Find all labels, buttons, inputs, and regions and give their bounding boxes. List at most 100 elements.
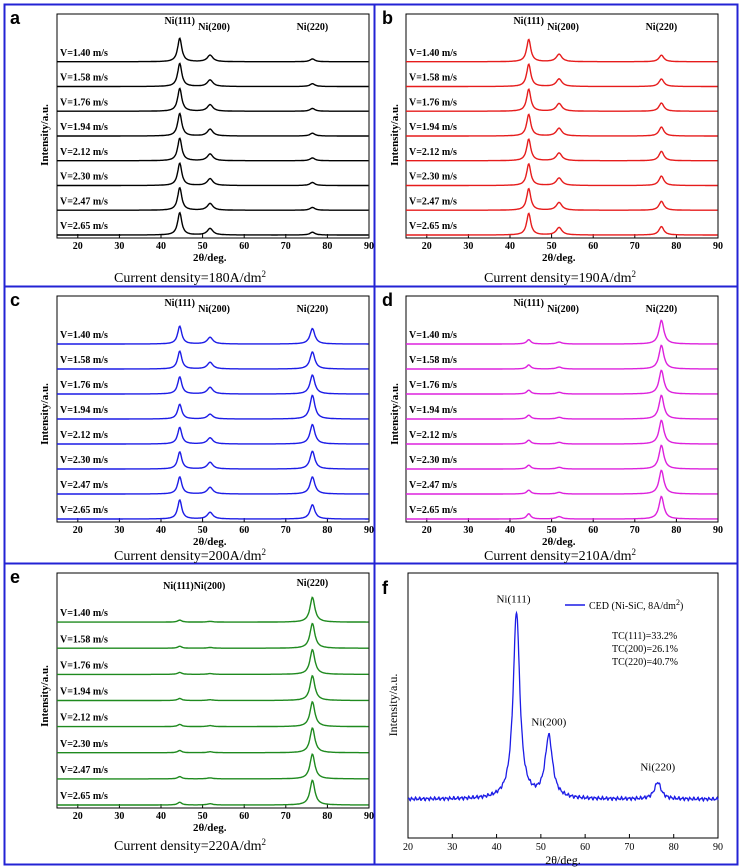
caption-superscript: 2: [262, 547, 267, 557]
x-tick-label: 40: [505, 525, 515, 536]
speed-label: V=1.58 m/s: [409, 73, 457, 84]
panel-caption: Current density=220A/dm2: [114, 837, 266, 854]
x-tick-label: 50: [198, 525, 208, 536]
panel-f: f 20 30 40 50 60 70 80 90 2θ/deg. Intensity/a.u. Ni…: [382, 572, 723, 867]
x-axis-label: 2θ/deg.: [193, 536, 227, 548]
y-axis-label: Intensity/a.u.: [39, 665, 51, 727]
speed-label: V=1.94 m/s: [409, 405, 457, 416]
caption-superscript: 2: [262, 837, 267, 847]
x-tick-label: 90: [364, 241, 374, 252]
peak-label: Ni(111): [496, 593, 530, 605]
trace-1.76: [406, 369, 718, 395]
peak-label-200: Ni(200): [198, 304, 230, 315]
plot-frame: [407, 572, 719, 839]
speed-label: V=2.65 m/s: [60, 221, 108, 232]
peak-label-111: Ni(111): [513, 16, 544, 27]
plot-frame: [56, 13, 370, 239]
peak-label-111-200: Ni(111)Ni(200): [163, 581, 225, 592]
speed-label: V=2.12 m/s: [60, 430, 108, 441]
peak-label-220: Ni(220): [297, 304, 329, 315]
speed-label: V=2.30 m/s: [60, 739, 108, 750]
x-tick-label: 30: [114, 811, 124, 822]
x-tick-label: 70: [630, 241, 640, 252]
panel-c: c 20 30 40 50 60 70 80 90 2θ/deg. Intensity/a.u. Cu…: [10, 290, 374, 564]
legend-close: ): [680, 601, 683, 612]
y-axis-label: Intensity/a.u.: [389, 383, 401, 445]
trace-2.12: [406, 138, 718, 162]
trace-2.65: [57, 779, 369, 806]
panel-d: d 20 30 40 50 60 70 80 90 2θ/deg. Intensity/a.u. Cu…: [382, 290, 723, 564]
x-axis-label: 2θ/deg.: [193, 252, 227, 264]
x-tick-label: 30: [114, 525, 124, 536]
trace-2.12: [406, 419, 718, 445]
x-tick-label: 70: [281, 241, 291, 252]
trace-2.30: [57, 450, 369, 470]
x-tick-label: 40: [156, 241, 166, 252]
speed-label: V=1.58 m/s: [60, 355, 108, 366]
x-tick-label: 40: [156, 811, 166, 822]
trace-2.30: [406, 162, 718, 187]
x-tick-label: 30: [463, 525, 473, 536]
x-axis-label: 2θ/deg.: [542, 252, 576, 264]
peak-label-220: Ni(220): [646, 22, 678, 33]
x-tick-label: 70: [630, 525, 640, 536]
peak-label-220: Ni(220): [297, 578, 329, 589]
speed-label: V=1.76 m/s: [409, 97, 457, 108]
speed-label: V=1.94 m/s: [60, 405, 108, 416]
trace-1.58: [406, 344, 718, 370]
caption-superscript: 2: [262, 269, 267, 279]
trace-2.12: [57, 700, 369, 728]
x-tick-label: 90: [713, 842, 723, 853]
x-tick-label: 50: [536, 842, 546, 853]
speed-label: V=1.58 m/s: [409, 355, 457, 366]
x-tick-label: 20: [73, 525, 83, 536]
speed-label: V=2.30 m/s: [60, 172, 108, 183]
speed-label: V=2.65 m/s: [409, 221, 457, 232]
x-tick-label: 90: [713, 525, 723, 536]
peak-label-200: Ni(200): [198, 22, 230, 33]
x-tick-label: 30: [447, 842, 457, 853]
y-axis-label: Intensity/a.u.: [39, 383, 51, 445]
x-tick-label: 80: [322, 525, 332, 536]
speed-label: V=2.47 m/s: [60, 765, 108, 776]
caption-superscript: 2: [632, 269, 637, 279]
x-tick-label: 70: [624, 842, 634, 853]
x-tick-label: 90: [364, 811, 374, 822]
x-tick-label: 60: [239, 241, 249, 252]
speed-label: V=2.65 m/s: [60, 505, 108, 516]
trace-1.58: [406, 63, 718, 88]
speed-label: V=2.12 m/s: [409, 430, 457, 441]
x-axis-label: 2θ/deg.: [542, 536, 576, 548]
trace-2.65: [57, 498, 369, 520]
speed-label: V=1.40 m/s: [60, 330, 108, 341]
speed-label: V=1.40 m/s: [409, 48, 457, 59]
plot-frame: [56, 572, 370, 809]
panel-letter: f: [382, 578, 389, 598]
trace-1.58: [57, 622, 369, 649]
trace-1.94: [57, 674, 369, 702]
trace-2.30: [406, 444, 718, 470]
panel-letter: e: [10, 567, 20, 587]
trace-2.12: [57, 137, 369, 162]
trace-1.40: [57, 596, 369, 623]
panel-b: b 20 30 40 50 60 70 80 90 2θ/deg. Intensity/a.u. Cu…: [382, 8, 723, 286]
x-tick-label: 30: [463, 241, 473, 252]
speed-label: V=1.76 m/s: [409, 380, 457, 391]
panel-letter: a: [10, 8, 21, 28]
trace-2.65: [406, 212, 718, 236]
peak-label-220: Ni(220): [646, 304, 678, 315]
x-tick-label: 80: [671, 241, 681, 252]
panel-letter: b: [382, 8, 393, 28]
speed-label: V=2.47 m/s: [409, 196, 457, 207]
x-axis-label: 2θ/deg.: [193, 822, 227, 834]
trace-1.40: [57, 325, 369, 345]
x-tick-label: 90: [364, 525, 374, 536]
speed-label: V=2.47 m/s: [409, 480, 457, 491]
peak-label-111: Ni(111): [164, 16, 195, 27]
x-tick-label: 20: [403, 842, 413, 853]
trace-2.30: [57, 162, 369, 187]
speed-label: V=1.76 m/s: [60, 97, 108, 108]
panel-border: [373, 562, 739, 866]
plot-frame: [405, 13, 719, 239]
